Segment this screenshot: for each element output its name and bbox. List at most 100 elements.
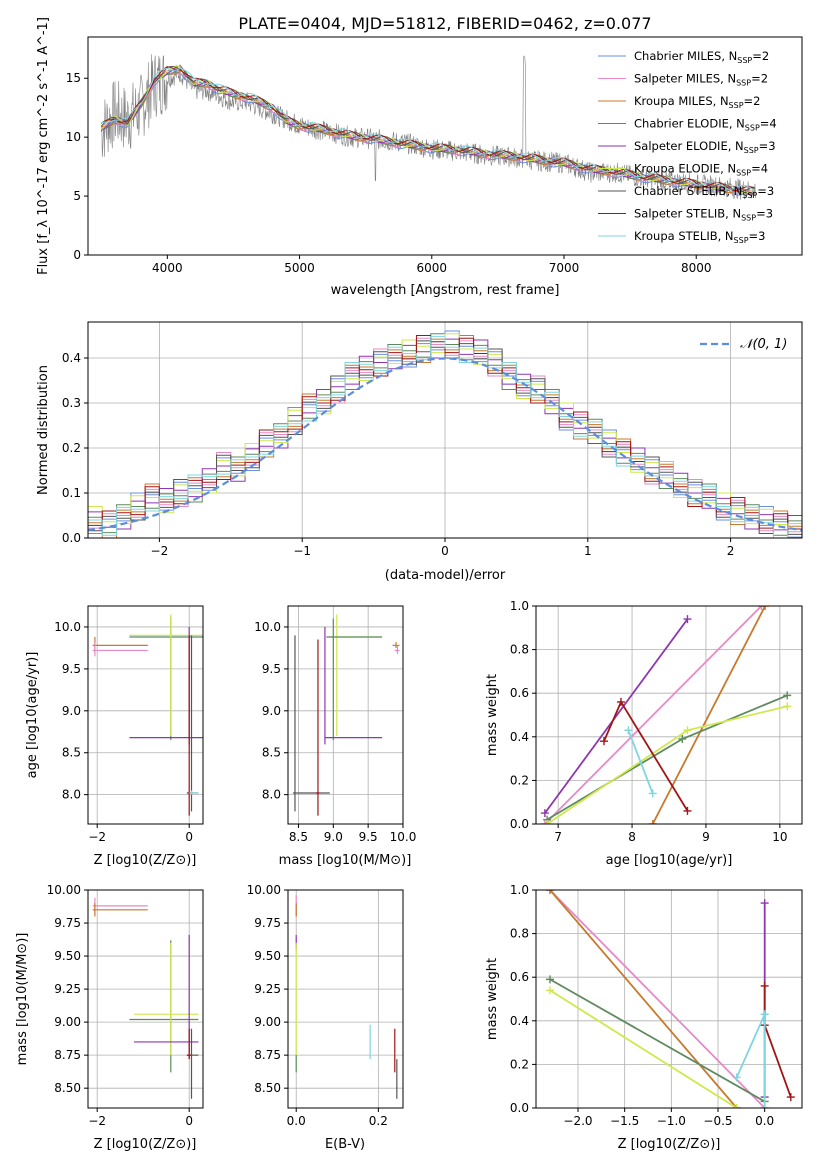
legend-label: Kroupa STELIB, NSSP=3 [634, 229, 765, 245]
y-axis-label: age [log10(age/yr)] [25, 652, 40, 779]
axes-frame [287, 605, 404, 825]
x-tick-label: 10.0 [390, 830, 417, 844]
mass-weight-line [549, 989, 738, 1108]
model-spectrum-chabrier-miles [100, 69, 755, 196]
y-tick-label: 0.3 [62, 396, 81, 410]
y-tick-label: 9.00 [254, 1015, 281, 1029]
mass-weight-marker [546, 986, 554, 995]
y-tick-label: 1.0 [510, 883, 529, 897]
x-axis-label: mass [log10(M/M⊙)] [279, 853, 412, 868]
panel-age_vs_mass: 8.5 9.0 9.5 10.0 8.0 8.5 9.0 9.5 10.0 mass [log10… [254, 605, 417, 868]
legend-suffix: =4 [751, 162, 768, 176]
y-tick-label: 0.4 [510, 1014, 529, 1028]
x-tick-label: 8 [628, 830, 636, 844]
mass-weight-marker [761, 606, 770, 610]
axes-frame [535, 605, 803, 825]
plot-area [92, 614, 203, 816]
legend-suffix: =3 [756, 207, 773, 221]
x-tick-label: −2.0 [563, 1114, 592, 1128]
panel-mass_vs_EBV: 0.0 0.2 8.50 8.75 9.00 9.25 9.50 9.75 10.00 E(B-V… [247, 883, 404, 1152]
mass-weight-marker [543, 820, 552, 824]
y-tick-label: 8.75 [254, 1048, 281, 1062]
x-tick-label: 6000 [417, 261, 448, 275]
legend-subscript: SSP [734, 236, 749, 245]
legend-label: Chabrier MILES, NSSP=2 [634, 49, 769, 65]
legend-suffix: =2 [751, 72, 768, 86]
panel-mass_vs_Z: −2 0 8.50 8.75 9.00 9.25 9.50 9.75 10.00 Z [log10… [15, 883, 204, 1152]
x-axis-label: (data-model)/error [385, 568, 506, 583]
plot-area [92, 897, 199, 1099]
x-tick-label: −2 [151, 544, 169, 558]
mass-weight-line [549, 890, 766, 1108]
legend-subscript: SSP [729, 101, 744, 110]
y-tick-label: 9.25 [54, 982, 81, 996]
x-tick-label: 0 [185, 1114, 193, 1128]
x-tick-label: 0.2 [369, 1114, 388, 1128]
axes-frame [535, 889, 803, 1109]
y-tick-label: 9.50 [54, 949, 81, 963]
axes-frame [87, 36, 803, 256]
model-spectrum-salpeter-stelib [100, 66, 755, 192]
y-tick-label: 0 [73, 248, 81, 262]
legend-label: Kroupa ELODIE, NSSP=4 [634, 162, 768, 178]
mass-weight-marker [783, 702, 792, 711]
y-axis-label: mass weight [485, 958, 500, 1040]
mass-weight-marker [760, 1104, 769, 1108]
x-tick-label: 4000 [152, 261, 183, 275]
panel-spectrum: 4000 5000 6000 7000 8000 0 5 10 15 Chabrier MILES… [36, 17, 803, 298]
mass-weight-marker [624, 726, 633, 735]
mass-weight-marker [783, 691, 792, 700]
y-tick-label: 0.0 [62, 531, 81, 545]
plot-area [540, 606, 792, 824]
plot-area [88, 330, 802, 538]
y-tick-label: 0.6 [510, 970, 529, 984]
x-tick-label: 1 [584, 544, 592, 558]
panel-mass_weight_vs_Z: −2.0 −1.5 −1.0 −0.5 0.0 0.0 0.2 0.4 0.6 0.8 1.0 Z [… [485, 883, 803, 1152]
mass-weight-line [549, 890, 738, 1108]
y-tick-label: 5 [73, 189, 81, 203]
x-tick-label: 8000 [681, 261, 712, 275]
y-tick-label: 0.1 [62, 486, 81, 500]
mass-weight-line [544, 618, 689, 814]
x-tick-label: −0.5 [703, 1114, 732, 1128]
model-spectrum-salpeter-miles [100, 70, 755, 195]
legend-label: Chabrier STELIB, NSSP=3 [634, 184, 774, 200]
y-tick-label: 0.0 [510, 1101, 529, 1115]
y-tick-label: 0.4 [510, 730, 529, 744]
legend-subscript: SSP [745, 124, 760, 133]
x-tick-label: −1.0 [657, 1114, 686, 1128]
y-axis-label: mass [log10(M/M⊙)] [15, 933, 30, 1066]
legend-label: Salpeter ELODIE, NSSP=3 [634, 139, 776, 155]
y-tick-label: 0.2 [510, 1057, 529, 1071]
y-tick-label: 9.5 [262, 662, 281, 676]
plot-area [546, 890, 795, 1108]
mass-weight-marker [732, 1073, 741, 1082]
y-tick-label: 0.4 [62, 351, 81, 365]
legend-suffix: =2 [744, 94, 761, 108]
y-tick-label: 0.8 [510, 643, 529, 657]
x-tick-label: 9.0 [324, 830, 343, 844]
y-tick-label: 1.0 [510, 599, 529, 613]
axes-frame [287, 889, 404, 1109]
legend-suffix: =2 [752, 49, 769, 63]
y-tick-label: 8.75 [54, 1048, 81, 1062]
normal-reference-curve [88, 357, 802, 532]
mass-weight-marker [683, 726, 692, 735]
x-tick-label: −2 [88, 1114, 106, 1128]
x-tick-label: 2 [727, 544, 735, 558]
y-tick-label: 8.0 [62, 788, 81, 802]
mass-weight-marker [546, 975, 554, 984]
model-spectrum-kroupa-stelib [101, 67, 755, 191]
y-tick-label: 10 [66, 130, 81, 144]
panel-mass_weight_vs_age: 7 8 9 10 0.0 0.2 0.4 0.6 0.8 1.0 age [log10(age/yr… [485, 599, 803, 868]
mass-weight-line [544, 606, 763, 824]
legend-subscript: SSP [742, 191, 757, 200]
mass-weight-line [763, 985, 792, 1098]
plot-area [295, 895, 398, 1099]
mass-weight-line [651, 606, 766, 824]
x-tick-label: 0.0 [287, 1114, 306, 1128]
figure-title: PLATE=0404, MJD=51812, FIBERID=0462, z=0… [238, 14, 651, 33]
x-tick-label: 0.0 [755, 1114, 774, 1128]
legend-suffix: =3 [749, 229, 766, 243]
